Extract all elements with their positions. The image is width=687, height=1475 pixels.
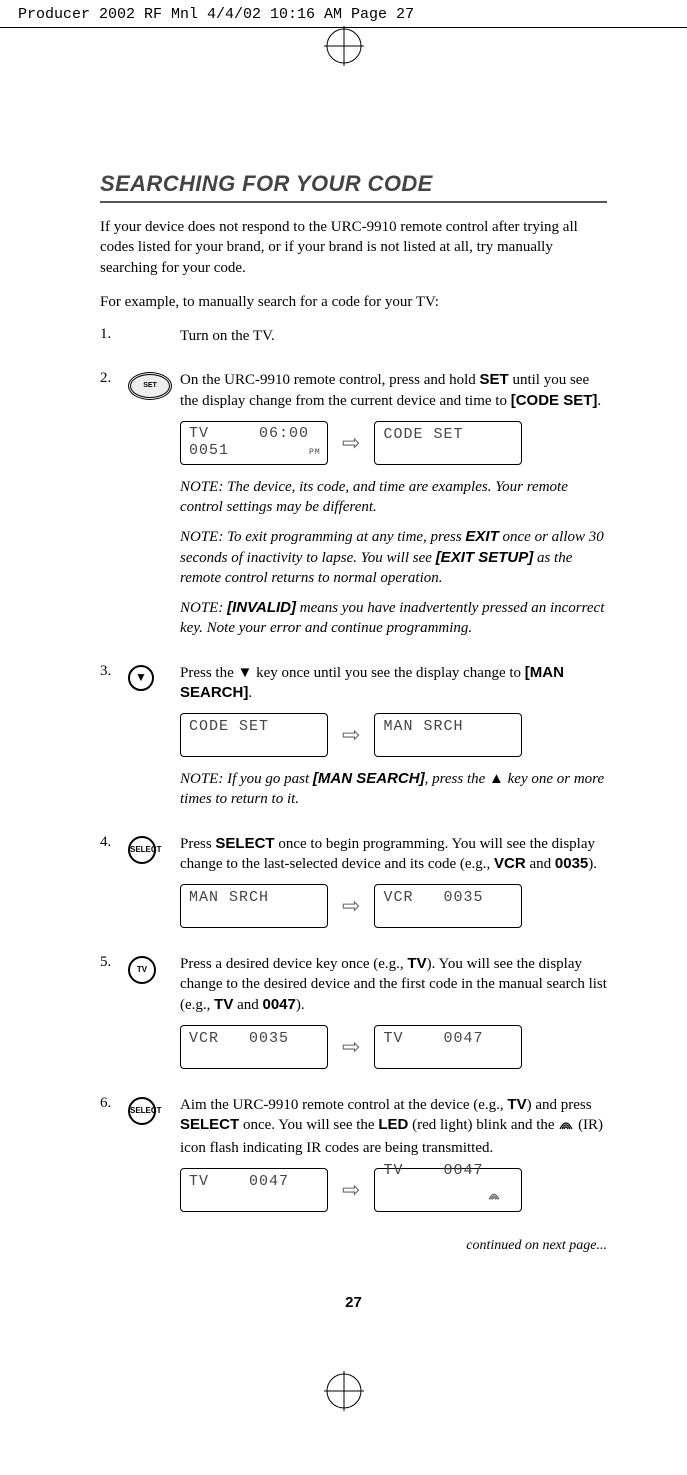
continued-text: continued on next page... (100, 1238, 607, 1254)
lcd-transition: MAN SRCH ⇨ VCR 0035 (180, 884, 607, 928)
intro-paragraph-1: If your device does not respond to the U… (100, 217, 607, 278)
step-4-instruction: Press SELECT once to begin programming. … (180, 834, 607, 875)
set-button-icon: SET (128, 372, 172, 400)
section-title: SEARCHING FOR YOUR CODE (100, 171, 607, 197)
step-6-instruction: Aim the URC-9910 remote control at the d… (180, 1095, 607, 1158)
step-2: 2. SET On the URC-9910 remote control, p… (100, 370, 607, 648)
note: NOTE: To exit programming at any time, p… (180, 527, 607, 588)
note: NOTE: The device, its code, and time are… (180, 477, 607, 518)
down-arrow-button-icon: ▼ (128, 665, 154, 691)
arrow-icon: ⇨ (342, 1032, 360, 1062)
lcd-display: MAN SRCH (180, 884, 328, 928)
note: NOTE: [INVALID] means you have inadverte… (180, 598, 607, 639)
arrow-icon: ⇨ (342, 1175, 360, 1205)
top-crop-mark (0, 26, 687, 71)
lcd-transition: VCR 0035 ⇨ TV 0047 (180, 1025, 607, 1069)
step-number: 6. (100, 1095, 128, 1224)
lcd-display: TV 06:00 0051 PM (180, 421, 328, 465)
step-4: 4. SELECT Press SELECT once to begin pro… (100, 834, 607, 941)
lcd-display: MAN SRCH (374, 713, 522, 757)
step-number: 1. (100, 326, 128, 356)
page-number: 27 (100, 1294, 607, 1311)
lcd-display: TV 0047 (374, 1025, 522, 1069)
step-1: 1. Turn on the TV. (100, 326, 607, 356)
step-2-instruction: On the URC-9910 remote control, press an… (180, 370, 607, 411)
lcd-display: CODE SET (180, 713, 328, 757)
print-header: Producer 2002 RF Mnl 4/4/02 10:16 AM Pag… (0, 0, 687, 28)
step-number: 2. (100, 370, 128, 648)
step-number: 5. (100, 954, 128, 1081)
step-1-text: Turn on the TV. (180, 326, 607, 346)
step-3-instruction: Press the ▼ key once until you see the d… (180, 663, 607, 704)
lcd-display: VCR 0035 (374, 884, 522, 928)
lcd-transition: TV 06:00 0051 PM ⇨ CODE SET (180, 421, 607, 465)
arrow-icon: ⇨ (342, 428, 360, 458)
bottom-crop-mark (0, 1371, 687, 1416)
lcd-display: TV 0047 (374, 1168, 522, 1212)
step-number: 3. (100, 663, 128, 820)
step-5-instruction: Press a desired device key once (e.g., T… (180, 954, 607, 1015)
select-button-icon: SELECT (128, 836, 156, 864)
lcd-display: CODE SET (374, 421, 522, 465)
step-5: 5. TV Press a desired device key once (e… (100, 954, 607, 1081)
step-3: 3. ▼ Press the ▼ key once until you see … (100, 663, 607, 820)
title-rule (100, 201, 607, 203)
arrow-icon: ⇨ (342, 720, 360, 750)
ir-icon (558, 1119, 574, 1138)
note: NOTE: If you go past [MAN SEARCH], press… (180, 769, 607, 810)
step-6: 6. SELECT Aim the URC-9910 remote contro… (100, 1095, 607, 1224)
lcd-display: TV 0047 (180, 1168, 328, 1212)
tv-button-icon: TV (128, 956, 156, 984)
page-content: SEARCHING FOR YOUR CODE If your device d… (0, 71, 687, 1341)
lcd-transition: TV 0047 ⇨ TV 0047 (180, 1168, 607, 1212)
select-button-icon: SELECT (128, 1097, 156, 1125)
arrow-icon: ⇨ (342, 891, 360, 921)
lcd-display: VCR 0035 (180, 1025, 328, 1069)
step-number: 4. (100, 834, 128, 941)
intro-paragraph-2: For example, to manually search for a co… (100, 292, 607, 312)
lcd-transition: CODE SET ⇨ MAN SRCH (180, 713, 607, 757)
